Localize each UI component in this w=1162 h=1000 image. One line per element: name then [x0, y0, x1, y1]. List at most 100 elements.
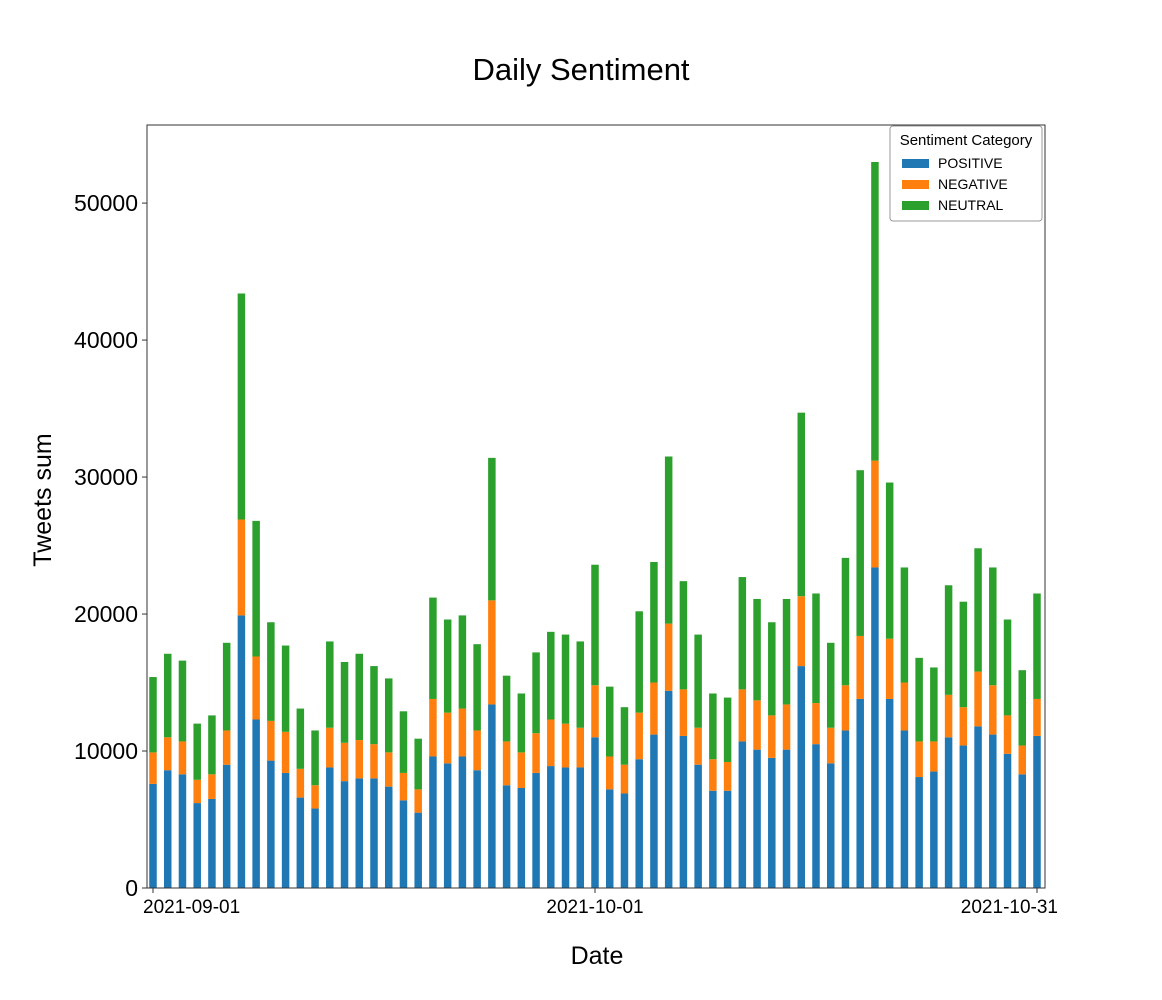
y-tick-label: 40000 — [74, 327, 138, 353]
bar-positive-55 — [944, 737, 953, 888]
bar-positive-22 — [458, 756, 467, 888]
bar-positive-18 — [399, 800, 408, 888]
bar-neutral-43 — [768, 622, 776, 716]
bar-neutral-10 — [281, 645, 290, 732]
bar-negative-35 — [650, 682, 658, 735]
bar-positive-19 — [414, 812, 422, 888]
bar-neutral-24 — [488, 457, 496, 601]
bar-positive-61 — [1033, 735, 1041, 888]
bar-negative-56 — [959, 707, 968, 746]
bar-negative-61 — [1033, 698, 1041, 736]
bar-negative-37 — [679, 689, 688, 736]
bar-negative-43 — [768, 715, 776, 758]
bar-positive-39 — [709, 790, 717, 888]
chart-title: Daily Sentiment — [472, 52, 689, 87]
legend: Sentiment Category POSITIVE NEGATIVE NEUTR… — [889, 125, 1043, 222]
bar-negative-34 — [635, 712, 643, 760]
bar-negative-48 — [841, 685, 850, 731]
bar-positive-49 — [856, 698, 864, 888]
bar-neutral-37 — [679, 581, 688, 690]
bar-neutral-28 — [547, 631, 555, 720]
bar-negative-15 — [355, 740, 364, 779]
bar-negative-6 — [222, 730, 231, 765]
bar-negative-8 — [252, 656, 260, 720]
bar-negative-31 — [591, 685, 599, 738]
bar-positive-8 — [252, 719, 260, 888]
bar-positive-31 — [591, 737, 599, 888]
bar-positive-42 — [753, 749, 761, 888]
bar-positive-37 — [679, 735, 688, 888]
bar-positive-11 — [296, 797, 305, 888]
bar-positive-34 — [635, 759, 643, 888]
bar-positive-32 — [605, 789, 614, 888]
bar-negative-27 — [532, 733, 540, 773]
bar-positive-53 — [915, 777, 923, 888]
bar-neutral-56 — [959, 601, 968, 708]
bar-negative-40 — [723, 761, 732, 791]
bar-positive-12 — [311, 808, 319, 888]
bar-negative-4 — [193, 779, 201, 804]
bar-negative-49 — [856, 635, 864, 699]
bar-positive-10 — [281, 772, 290, 888]
bar-positive-21 — [443, 763, 452, 888]
bar-negative-44 — [782, 704, 791, 750]
bar-positive-14 — [340, 781, 349, 888]
bar-neutral-5 — [208, 715, 216, 775]
legend-swatch-neutral — [902, 201, 929, 210]
bar-neutral-32 — [605, 686, 614, 757]
bar-negative-54 — [930, 741, 938, 772]
bar-neutral-48 — [841, 557, 850, 686]
bar-positive-51 — [885, 698, 894, 888]
bar-negative-3 — [178, 741, 187, 775]
bar-negative-12 — [311, 785, 319, 809]
bar-positive-33 — [620, 793, 629, 888]
legend-title: Sentiment Category — [900, 132, 1033, 149]
bar-neutral-40 — [723, 697, 732, 762]
bar-positive-46 — [812, 744, 820, 888]
bar-neutral-3 — [178, 660, 187, 742]
bar-neutral-50 — [871, 161, 879, 461]
x-tick-label: 2021-10-31 — [961, 897, 1058, 918]
bar-negative-50 — [871, 460, 879, 568]
bar-positive-13 — [326, 767, 334, 888]
bar-positive-57 — [974, 726, 982, 888]
bar-neutral-35 — [650, 561, 658, 683]
bar-positive-16 — [370, 778, 378, 888]
bar-negative-53 — [915, 741, 923, 778]
bar-positive-44 — [782, 749, 791, 888]
bar-negative-51 — [885, 638, 894, 699]
bar-negative-7 — [237, 519, 246, 616]
bar-negative-38 — [694, 727, 702, 765]
bar-positive-41 — [738, 741, 747, 888]
bar-negative-26 — [517, 752, 526, 789]
bar-negative-14 — [340, 742, 349, 782]
bar-positive-59 — [1003, 753, 1012, 888]
bar-positive-56 — [959, 745, 968, 888]
bar-neutral-57 — [974, 548, 982, 672]
bar-neutral-21 — [443, 619, 452, 713]
x-tick-label: 2021-09-01 — [143, 897, 240, 918]
bar-neutral-4 — [193, 723, 201, 780]
bar-neutral-42 — [753, 598, 761, 701]
bar-positive-60 — [1018, 774, 1027, 888]
y-axis-ticks: 0 10000 20000 30000 40000 50000 — [74, 190, 147, 901]
bar-positive-20 — [429, 756, 437, 888]
bar-negative-9 — [267, 720, 275, 761]
bar-positive-6 — [222, 764, 231, 888]
bar-neutral-14 — [340, 661, 349, 743]
bar-neutral-1 — [149, 677, 157, 753]
bar-neutral-51 — [885, 482, 894, 639]
bar-neutral-39 — [709, 693, 717, 760]
bar-neutral-54 — [930, 667, 938, 742]
bar-negative-45 — [797, 596, 806, 667]
bar-neutral-16 — [370, 666, 378, 745]
bar-neutral-47 — [826, 642, 835, 728]
bar-positive-9 — [267, 760, 275, 888]
bar-negative-5 — [208, 774, 216, 799]
bar-positive-38 — [694, 764, 702, 888]
bar-neutral-8 — [252, 520, 260, 657]
bar-positive-48 — [841, 730, 850, 888]
bar-neutral-20 — [429, 597, 437, 699]
bars-group — [149, 161, 1041, 888]
